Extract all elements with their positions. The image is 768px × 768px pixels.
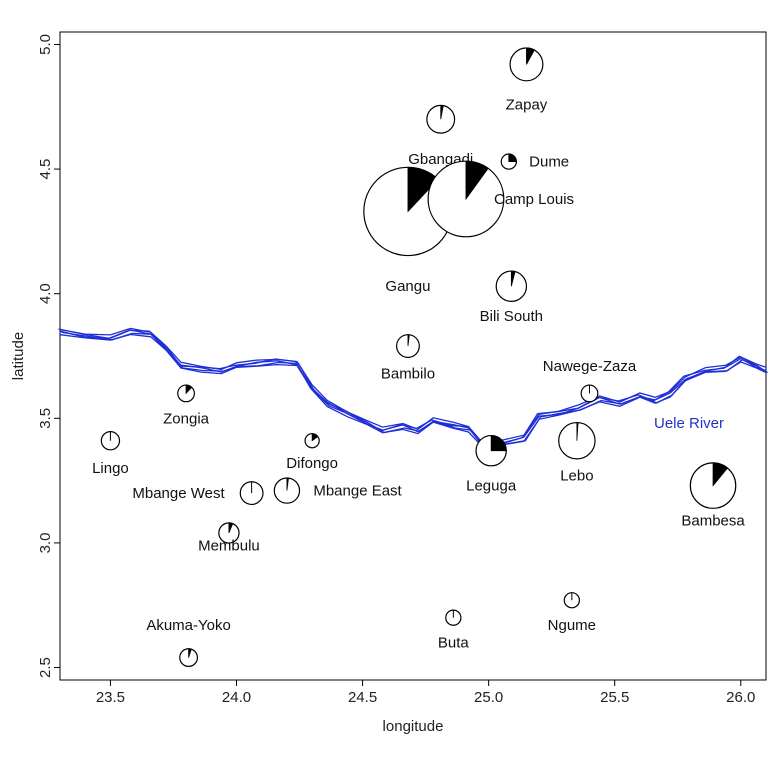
site-label: Mbange West [132, 485, 225, 502]
site-lingo: Lingo [92, 431, 129, 477]
site-slice [526, 47, 535, 65]
site-slice [510, 270, 516, 287]
site-mbange-east: Mbange East [273, 477, 403, 504]
x-tick-label: 25.5 [600, 689, 629, 706]
site-label: Bili South [480, 308, 543, 325]
x-tick-label: 24.5 [348, 689, 377, 706]
site-slice [228, 522, 234, 534]
site-mbange-west: Mbange West [132, 481, 264, 506]
y-axis: 2.5 3.0 3.5 4.0 4.5 5.0 [37, 34, 60, 678]
site-label: Lingo [92, 460, 129, 477]
site-label: Buta [438, 635, 470, 652]
river-label: Uele River [654, 415, 724, 432]
site-label: Bambesa [681, 512, 745, 529]
y-tick-label: 4.5 [37, 159, 54, 180]
site-slice [311, 433, 319, 442]
x-tick-label: 23.5 [96, 689, 125, 706]
site-label: Membulu [198, 537, 260, 554]
site-label: Ngume [548, 617, 596, 634]
site-slice [286, 477, 289, 491]
y-axis-title: latitude [10, 332, 27, 380]
y-tick-label: 4.0 [37, 283, 54, 304]
site-label: Mbange East [313, 483, 402, 500]
site-label: Gangu [385, 278, 430, 295]
site-difongo: Difongo [286, 433, 338, 472]
x-axis-title: longitude [383, 718, 444, 735]
site-slice [576, 422, 579, 441]
site-label: Dume [529, 154, 569, 171]
site-label: Zapay [506, 96, 548, 113]
y-tick-label: 3.5 [37, 408, 54, 429]
site-membulu: Membulu [198, 522, 260, 554]
site-slice [490, 435, 507, 452]
site-ngume: Ngume [548, 592, 596, 634]
site-bili-south: Bili South [480, 270, 543, 325]
site-akuma-yoko: Akuma-Yoko [146, 617, 231, 667]
site-slice [508, 153, 517, 162]
x-tick-label: 26.0 [726, 689, 755, 706]
site-lebo: Lebo [558, 421, 596, 485]
site-bambilo: Bambilo [381, 334, 435, 382]
site-slice [440, 104, 444, 120]
site-dume: Dume [500, 153, 569, 171]
site-slice [185, 384, 193, 395]
site-label: Zongia [163, 410, 210, 427]
site-label: Leguga [466, 478, 517, 495]
site-zongia: Zongia [163, 384, 210, 427]
x-axis: 23.5 24.0 24.5 25.0 25.5 26.0 [96, 680, 755, 706]
x-tick-label: 25.0 [474, 689, 503, 706]
site-slice [188, 648, 192, 658]
site-label: Lebo [560, 468, 593, 485]
site-zapay: Zapay [506, 47, 548, 113]
y-tick-label: 5.0 [37, 34, 54, 55]
site-camp-louis: Camp Louis [427, 160, 574, 238]
site-bambesa: Bambesa [681, 462, 745, 529]
river-strand [58, 328, 765, 445]
x-tick-label: 24.0 [222, 689, 251, 706]
y-tick-label: 3.0 [37, 532, 54, 553]
site-slice [465, 160, 489, 201]
site-leguga: Leguga [466, 434, 517, 495]
site-label: Bambilo [381, 365, 435, 382]
site-slice [712, 462, 729, 487]
site-nawege-zaza: Nawege-Zaza [543, 358, 637, 403]
y-tick-label: 2.5 [37, 657, 54, 678]
site-buta: Buta [438, 609, 470, 652]
site-slice [407, 334, 410, 347]
site-label: Nawege-Zaza [543, 358, 637, 375]
river-layer [58, 327, 768, 449]
site-label: Camp Louis [494, 191, 574, 208]
site-label: Difongo [286, 455, 338, 472]
river-strand [61, 331, 768, 447]
site-label: Akuma-Yoko [146, 617, 231, 634]
